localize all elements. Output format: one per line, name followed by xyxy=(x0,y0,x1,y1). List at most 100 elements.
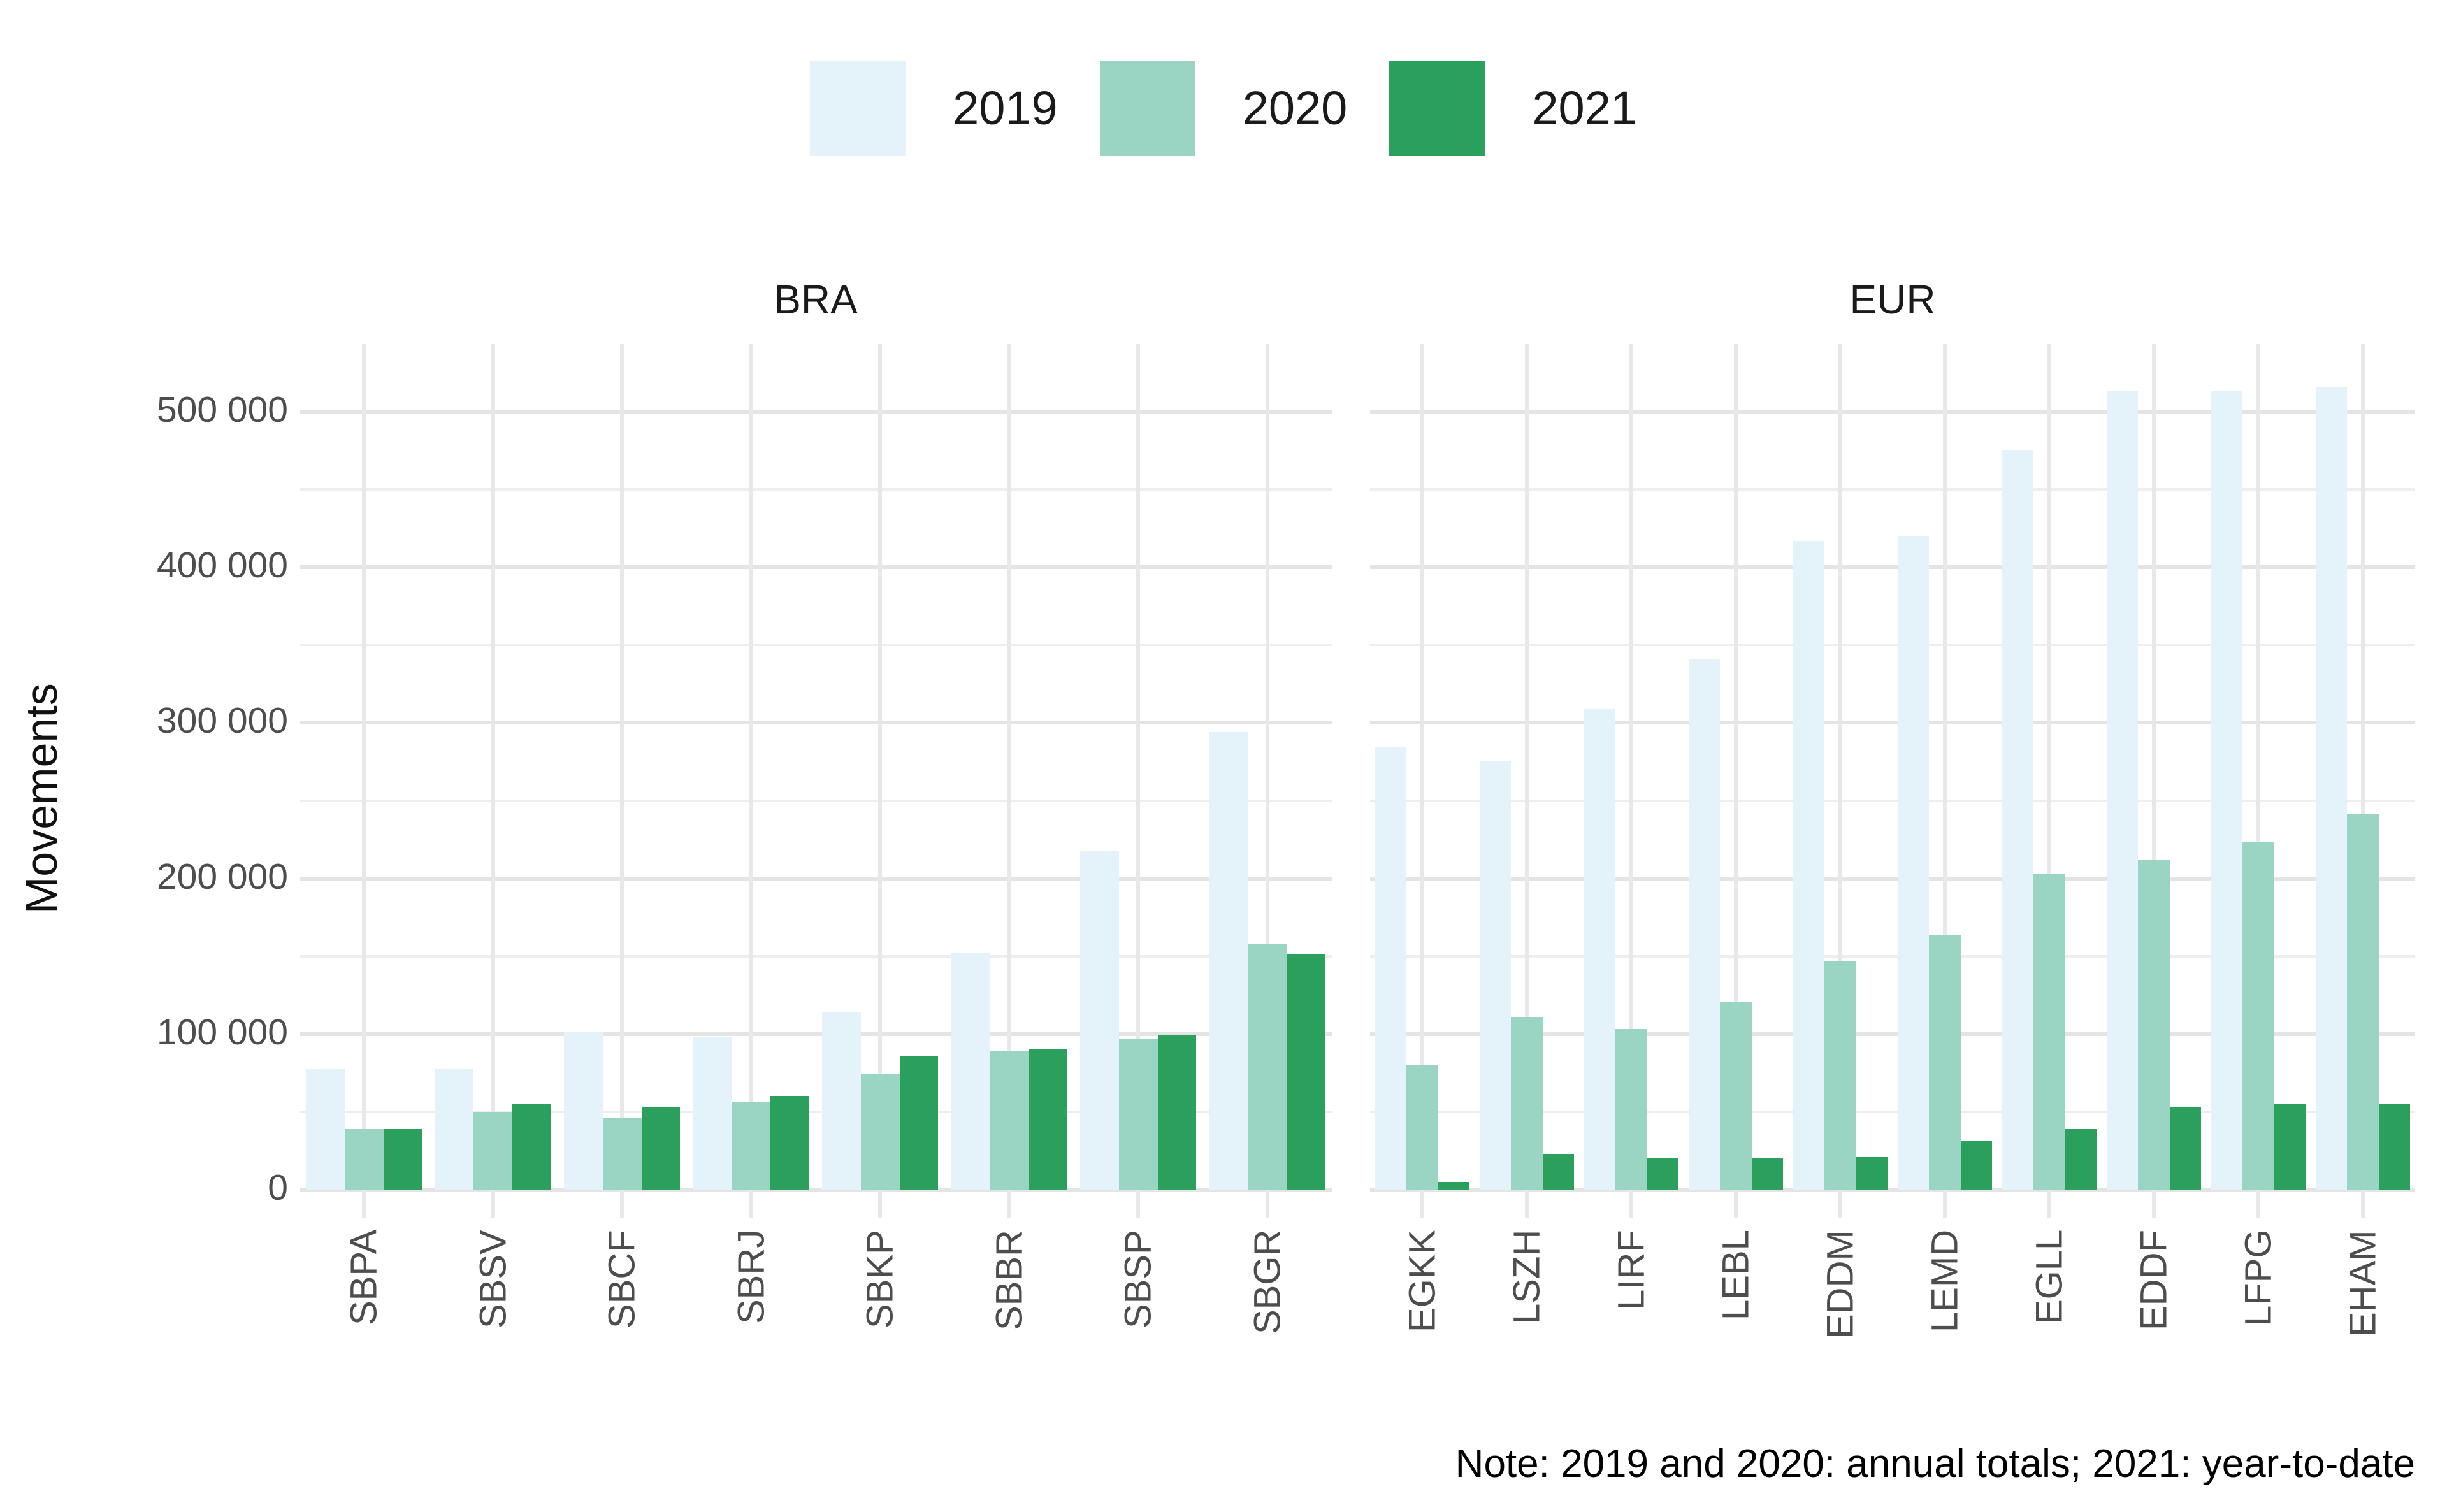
gridline-x-LIRF xyxy=(1629,344,1633,1218)
bar-2021-eddf xyxy=(2169,1107,2201,1190)
x-label-sbbr: SBBR xyxy=(988,1230,1030,1330)
gridline-y-150000 xyxy=(1370,954,2415,958)
gridline-y-400000 xyxy=(300,565,1332,570)
bar-2021-lfpg xyxy=(2274,1104,2306,1190)
gridline-x-LFPG xyxy=(2256,344,2260,1218)
bar-2019-lirf xyxy=(1584,709,1616,1190)
x-label-sbgr: SBGR xyxy=(1246,1230,1288,1335)
bar-2021-sbgr xyxy=(1287,954,1325,1190)
gridline-x-SBRJ xyxy=(749,344,753,1218)
gridline-x-SBBR xyxy=(1007,344,1011,1218)
x-label-eham: EHAM xyxy=(2342,1230,2384,1337)
bar-2021-egkk xyxy=(1438,1181,1469,1190)
x-label-sbsp: SBSP xyxy=(1117,1230,1159,1328)
legend-label-2019: 2019 xyxy=(953,82,1058,134)
x-axis-labels-bra: SBPA SBSV SBCF SBRJ SBKP SBBR SBSP SBGR xyxy=(300,1230,1332,1427)
x-label-sbcf: SBCF xyxy=(601,1230,643,1328)
gridline-y-350000 xyxy=(300,644,1332,647)
facet-title-bra: BRA xyxy=(774,277,858,322)
legend: 2019 2020 2021 xyxy=(0,61,2447,156)
legend-item-2021: 2021 xyxy=(1389,61,1637,156)
x-label-sbsv: SBSV xyxy=(472,1230,514,1328)
bar-2021-lebl xyxy=(1751,1158,1783,1190)
x-label-eddm: EDDM xyxy=(1819,1230,1861,1339)
gridline-y-250000 xyxy=(1370,799,2415,802)
x-axis-labels-eur: EGKK LSZH LIRF LEBL EDDM LEMD EGLL EDDF LFPG EHAM xyxy=(1370,1230,2415,1427)
bar-2019-sbsp xyxy=(1080,850,1119,1190)
bar-2019-eddf xyxy=(2107,391,2139,1190)
gridline-x-LEMD xyxy=(1943,344,1947,1218)
gridline-x-EDDM xyxy=(1838,344,1842,1218)
bar-2021-sbrj xyxy=(770,1096,809,1190)
bar-2020-sbsv xyxy=(473,1111,513,1190)
gridline-x-LEBL xyxy=(1734,344,1738,1218)
gridline-x-EGKK xyxy=(1420,344,1424,1218)
bar-2020-eddm xyxy=(1824,961,1856,1190)
gridline-y-300000 xyxy=(300,721,1332,725)
bar-2021-eddm xyxy=(1856,1156,1888,1190)
facet-title-eur: EUR xyxy=(1849,277,1936,322)
bar-2019-eham xyxy=(2316,386,2348,1190)
bar-2021-sbcf xyxy=(641,1107,681,1190)
bar-2020-lfpg xyxy=(2242,842,2274,1190)
bar-2020-egkk xyxy=(1406,1065,1438,1190)
bar-2021-lirf xyxy=(1647,1158,1678,1190)
y-tick-200000: 200 000 xyxy=(156,856,288,897)
x-label-eddf: EDDF xyxy=(2133,1230,2175,1330)
legend-swatch-2021 xyxy=(1389,61,1485,156)
bar-2019-lszh xyxy=(1480,761,1512,1190)
bar-2019-sbpa xyxy=(306,1068,345,1190)
bar-2019-eddm xyxy=(1793,540,1825,1190)
gridline-y-50000 xyxy=(300,1110,1332,1113)
bar-2019-sbcf xyxy=(564,1032,603,1190)
bar-2019-egll xyxy=(2002,450,2034,1190)
gridline-y-400000 xyxy=(1370,565,2415,570)
gridline-x-EGLL xyxy=(2047,344,2051,1218)
bar-2020-lebl xyxy=(1720,1001,1752,1190)
gridline-y-100000 xyxy=(1370,1032,2415,1036)
bar-2019-egkk xyxy=(1375,747,1407,1190)
gridline-x-EDDF xyxy=(2152,344,2156,1218)
gridline-x-SBGR xyxy=(1265,344,1269,1218)
panel-bra xyxy=(300,344,1332,1218)
x-label-sbkp: SBKP xyxy=(859,1230,901,1328)
legend-item-2019: 2019 xyxy=(810,61,1058,156)
bar-2020-sbkp xyxy=(860,1074,900,1190)
x-label-lszh: LSZH xyxy=(1506,1230,1548,1325)
bar-2021-sbsv xyxy=(512,1104,551,1190)
bar-2019-lebl xyxy=(1689,659,1721,1190)
gridline-y-200000 xyxy=(300,876,1332,881)
gridline-x-EHAM xyxy=(2361,344,2365,1218)
bar-2021-egll xyxy=(2065,1128,2097,1190)
legend-swatch-2019 xyxy=(810,61,906,156)
gridline-y-300000 xyxy=(1370,721,2415,725)
bar-2020-lirf xyxy=(1615,1029,1647,1190)
bar-2020-sbpa xyxy=(344,1128,384,1190)
gridline-y-450000 xyxy=(300,488,1332,491)
x-label-lemd: LEMD xyxy=(1924,1230,1966,1333)
legend-label-2020: 2020 xyxy=(1242,82,1348,134)
gridline-y-100000 xyxy=(300,1032,1332,1036)
bar-2020-sbsp xyxy=(1118,1039,1158,1190)
bar-2020-sbbr xyxy=(990,1051,1029,1190)
footnote: Note: 2019 and 2020: annual totals; 2021… xyxy=(1455,1442,2415,1486)
gridline-y-350000 xyxy=(1370,644,2415,647)
legend-swatch-2020 xyxy=(1099,61,1195,156)
y-tick-0: 0 xyxy=(268,1167,288,1208)
bar-2021-lemd xyxy=(1960,1141,1992,1190)
gridline-y-50000 xyxy=(1370,1110,2415,1113)
gridline-y-150000 xyxy=(300,954,1332,958)
x-label-lirf: LIRF xyxy=(1610,1230,1652,1310)
bar-2021-sbsp xyxy=(1157,1035,1197,1190)
x-label-sbpa: SBPA xyxy=(343,1230,385,1326)
bar-2019-lemd xyxy=(1898,536,1930,1190)
gridline-y-500000 xyxy=(1370,410,2415,414)
bar-2020-sbrj xyxy=(732,1102,771,1190)
bar-2020-lemd xyxy=(1929,934,1961,1190)
bar-2021-sbpa xyxy=(383,1128,422,1190)
bar-2020-egll xyxy=(2033,874,2065,1190)
bar-2020-lszh xyxy=(1511,1016,1543,1190)
gridline-x-SBKP xyxy=(878,344,883,1218)
gridline-y-500000 xyxy=(300,410,1332,414)
gridline-x-SBSV xyxy=(491,344,495,1218)
